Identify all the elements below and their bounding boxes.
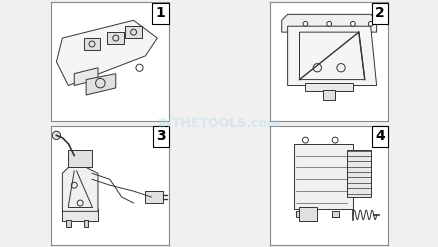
Circle shape [302, 21, 307, 26]
Polygon shape [346, 150, 370, 197]
Polygon shape [125, 26, 141, 38]
Polygon shape [86, 74, 116, 95]
Circle shape [350, 21, 354, 26]
Text: INTHETOOLS.com: INTHETOOLS.com [158, 117, 280, 130]
Polygon shape [322, 90, 334, 100]
Polygon shape [145, 191, 163, 203]
Polygon shape [68, 150, 92, 167]
Text: 3: 3 [155, 129, 165, 144]
Polygon shape [84, 38, 100, 50]
Polygon shape [62, 162, 98, 211]
Polygon shape [281, 14, 376, 32]
Circle shape [367, 21, 372, 26]
Text: 2: 2 [374, 6, 384, 20]
Polygon shape [293, 144, 352, 209]
Text: 4: 4 [374, 129, 384, 144]
Circle shape [326, 21, 331, 26]
Polygon shape [305, 83, 352, 91]
Polygon shape [295, 211, 302, 217]
Polygon shape [287, 26, 376, 85]
Polygon shape [74, 68, 98, 85]
Polygon shape [107, 32, 124, 44]
Polygon shape [84, 220, 88, 227]
Polygon shape [299, 206, 317, 221]
Polygon shape [62, 209, 98, 221]
Polygon shape [66, 220, 71, 227]
Text: 1: 1 [155, 6, 165, 20]
Circle shape [52, 131, 60, 140]
Polygon shape [57, 20, 157, 85]
Polygon shape [331, 211, 338, 217]
